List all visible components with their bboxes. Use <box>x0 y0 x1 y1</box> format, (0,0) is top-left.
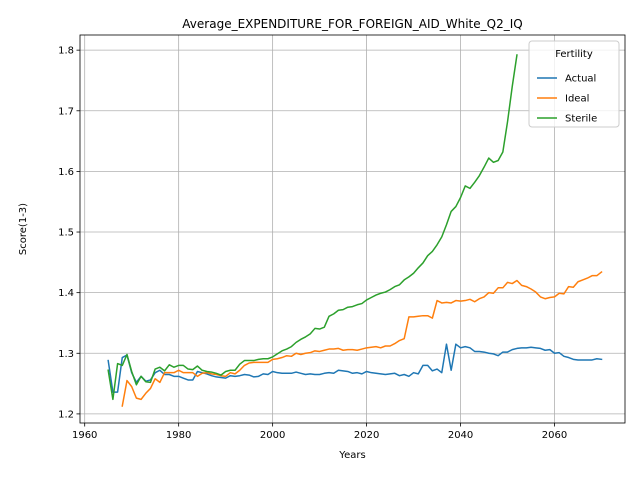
legend-label-actual: Actual <box>565 74 596 85</box>
legend-title: Fertility <box>555 49 593 60</box>
x-tick-label: 2040 <box>448 430 473 441</box>
x-tick-label: 2020 <box>354 430 379 441</box>
y-tick-label: 1.8 <box>58 46 74 57</box>
x-tick-label: 1980 <box>166 430 191 441</box>
series-line-actual <box>107 343 603 393</box>
chart-title: Average_EXPENDITURE_FOR_FOREIGN_AID_Whit… <box>182 17 522 31</box>
legend: Fertility Actual Ideal Sterile <box>528 40 620 128</box>
x-tick-label: 2060 <box>542 430 567 441</box>
x-tick-label: 1960 <box>72 430 97 441</box>
y-axis-label: Score(1-3) <box>18 203 29 255</box>
series-line-ideal <box>121 270 603 407</box>
legend-box <box>528 40 620 128</box>
y-tick-label: 1.5 <box>58 228 74 239</box>
legend-items: Actual Ideal Sterile <box>537 74 597 125</box>
y-tick-label: 1.7 <box>58 106 74 117</box>
y-tick-label: 1.3 <box>58 349 74 360</box>
x-axis-label: Years <box>338 450 365 461</box>
plot-lines <box>107 54 603 407</box>
y-tick-label: 1.6 <box>58 167 74 178</box>
plot-frame <box>79 34 626 424</box>
y-axis: 1.2 1.3 1.4 1.5 1.6 1.7 1.8 <box>58 46 80 420</box>
x-axis: 1960 1980 2000 2020 2040 2060 <box>72 423 567 441</box>
y-tick-label: 1.2 <box>58 409 74 420</box>
series-line-sterile <box>107 54 518 401</box>
legend-label-sterile: Sterile <box>565 114 597 125</box>
legend-label-ideal: Ideal <box>565 94 589 105</box>
y-tick-label: 1.4 <box>58 288 74 299</box>
x-tick-label: 2000 <box>260 430 285 441</box>
grid <box>80 35 625 423</box>
